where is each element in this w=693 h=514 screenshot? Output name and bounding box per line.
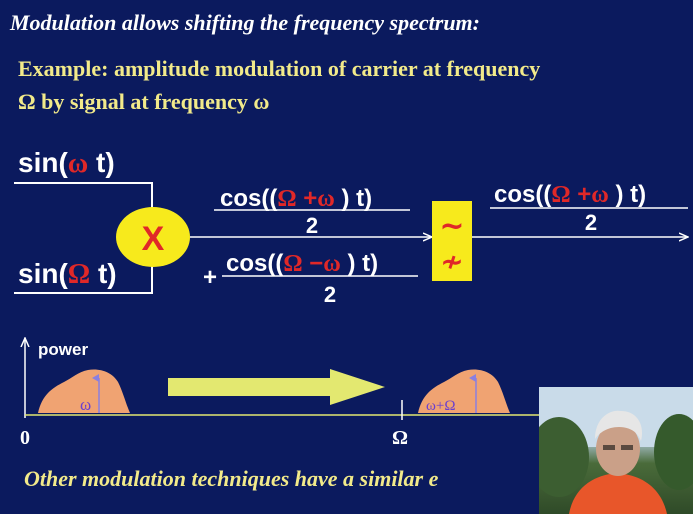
- sum-term-denominator: 2: [306, 213, 318, 238]
- presenter-video: [539, 387, 693, 514]
- sum-sym2: ω: [317, 186, 335, 212]
- input-top-symbol: ω: [68, 148, 88, 179]
- filter-box: [432, 201, 472, 281]
- sum-sym1: Ω: [277, 186, 296, 212]
- diff-op: −: [303, 250, 324, 277]
- diff-prefix: cos((: [226, 250, 283, 277]
- output-term-numerator: cos((Ω +ω ) t): [494, 181, 646, 208]
- footer-text: Other modulation techniques have a simil…: [24, 466, 439, 491]
- bottom-input-wire: [14, 263, 153, 294]
- multiplier-label: X: [142, 220, 165, 258]
- origin-label: 0: [20, 427, 30, 449]
- filter-symbol-top: ~: [439, 209, 464, 244]
- slide-title: Modulation allows shifting the frequency…: [10, 10, 480, 35]
- sum-prefix: cos((: [220, 185, 277, 212]
- diff-sym2: ω: [323, 251, 341, 277]
- baseband-label: ω: [80, 395, 91, 414]
- sum-suffix: ) t): [335, 185, 372, 212]
- shifted-spectrum: [418, 369, 510, 413]
- example-line-2: Ω by signal at frequency ω: [18, 89, 270, 114]
- input-bottom-prefix: sin(: [18, 258, 68, 289]
- carrier-label: Ω: [392, 427, 408, 449]
- diff-sym1: Ω: [283, 251, 302, 277]
- diff-term-sign: +: [203, 264, 217, 291]
- out-sym1: Ω: [551, 182, 570, 208]
- filter-symbol-bottom: ≁: [440, 245, 463, 278]
- shift-arrow: [168, 369, 385, 405]
- diff-term-denominator: 2: [324, 282, 336, 307]
- shifted-label: ω+Ω: [426, 398, 455, 414]
- out-op: +: [571, 181, 592, 208]
- output-term-denominator: 2: [585, 210, 597, 235]
- input-bottom-suffix: t): [90, 258, 116, 289]
- input-top-prefix: sin(: [18, 147, 68, 178]
- multiplier-circle: [116, 207, 190, 267]
- sum-op: +: [297, 185, 318, 212]
- diff-suffix: ) t): [341, 250, 378, 277]
- power-axis-label: power: [38, 340, 88, 359]
- top-input-wire: [14, 182, 153, 212]
- baseband-spectrum: [38, 369, 130, 413]
- out-prefix: cos((: [494, 181, 551, 208]
- input-sin-Omega-label: sin(Ω t): [18, 258, 117, 290]
- input-top-suffix: t): [88, 147, 114, 178]
- sum-term-numerator: cos((Ω +ω ) t): [220, 185, 372, 212]
- out-suffix: ) t): [609, 181, 646, 208]
- diff-term-numerator: cos((Ω −ω ) t): [226, 250, 378, 277]
- input-sin-omega-label: sin(ω t): [18, 147, 115, 179]
- out-sym2: ω: [591, 182, 609, 208]
- example-line-1: Example: amplitude modulation of carrier…: [18, 56, 541, 81]
- input-bottom-symbol: Ω: [68, 259, 90, 290]
